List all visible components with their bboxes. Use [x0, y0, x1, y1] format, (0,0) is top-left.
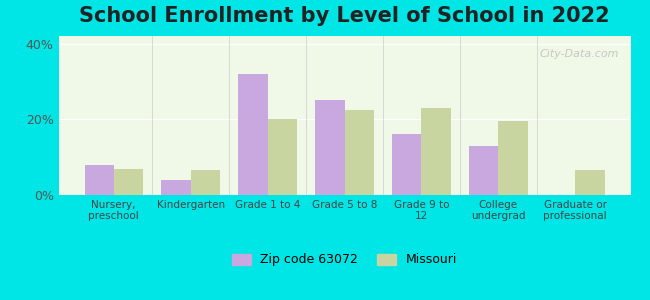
Bar: [421, 108, 450, 195]
Bar: [392, 134, 421, 195]
Bar: [469, 146, 499, 195]
Title: School Enrollment by Level of School in 2022: School Enrollment by Level of School in …: [79, 6, 610, 26]
Bar: [268, 119, 297, 195]
Bar: [315, 100, 344, 195]
Bar: [575, 170, 604, 195]
Bar: [190, 170, 220, 195]
Text: City-Data.com: City-Data.com: [540, 49, 619, 59]
Bar: [114, 169, 143, 195]
Bar: [161, 180, 190, 195]
Legend: Zip code 63072, Missouri: Zip code 63072, Missouri: [227, 248, 462, 272]
Bar: [344, 110, 374, 195]
Bar: [499, 121, 528, 195]
Bar: [239, 74, 268, 195]
Bar: [84, 165, 114, 195]
